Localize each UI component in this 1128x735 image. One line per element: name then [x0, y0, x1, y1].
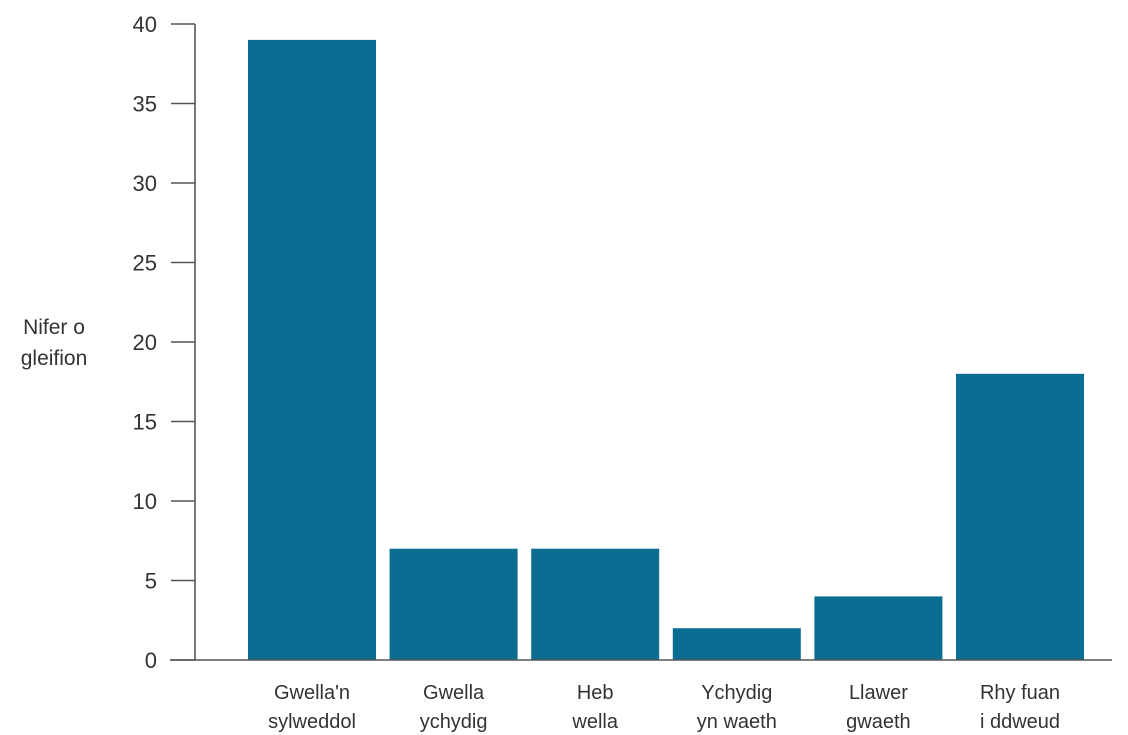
x-axis: Gwella'n sylweddol Gwella ychydig Heb wella Yc…: [170, 659, 1112, 733]
bar-4: [814, 596, 943, 660]
bar-0: [248, 39, 376, 660]
category-label: sylweddol: [268, 711, 356, 733]
bar-5: [956, 373, 1084, 660]
y-tick-label: 15: [133, 410, 157, 435]
y-tick-label: 25: [133, 251, 157, 276]
category-label: i ddweud: [980, 711, 1060, 733]
bars: [248, 39, 1084, 660]
category-label: yn waeth: [697, 711, 777, 733]
bar-1: [389, 548, 518, 660]
y-axis-title-line-1: Nifer o: [23, 316, 85, 339]
y-tick-label: 35: [133, 92, 157, 117]
y-tick-label: 10: [133, 489, 157, 514]
category-label: ychydig: [420, 711, 488, 733]
category-label: Rhy fuan: [980, 682, 1060, 704]
category-label: Heb: [577, 682, 614, 704]
y-axis-title: Nifer o gleifion: [21, 316, 88, 370]
y-tick-label: 20: [133, 330, 157, 355]
bar-2: [531, 548, 660, 660]
category-label: Ychydig: [701, 682, 772, 704]
bar-3: [672, 628, 801, 660]
y-axis-title-line-2: gleifion: [21, 347, 88, 370]
y-tick-label: 0: [145, 648, 157, 673]
category-label: gwaeth: [846, 711, 911, 733]
category-label: wella: [571, 711, 618, 733]
y-axis: 0 5 10 15 20 25 30 35 40: [133, 12, 196, 673]
category-label: Gwella: [423, 682, 485, 704]
y-tick-label: 30: [133, 171, 157, 196]
y-tick-label: 5: [145, 569, 157, 594]
category-label: Gwella'n: [274, 682, 350, 704]
category-label: Llawer: [849, 682, 908, 704]
y-tick-label: 40: [133, 12, 157, 37]
